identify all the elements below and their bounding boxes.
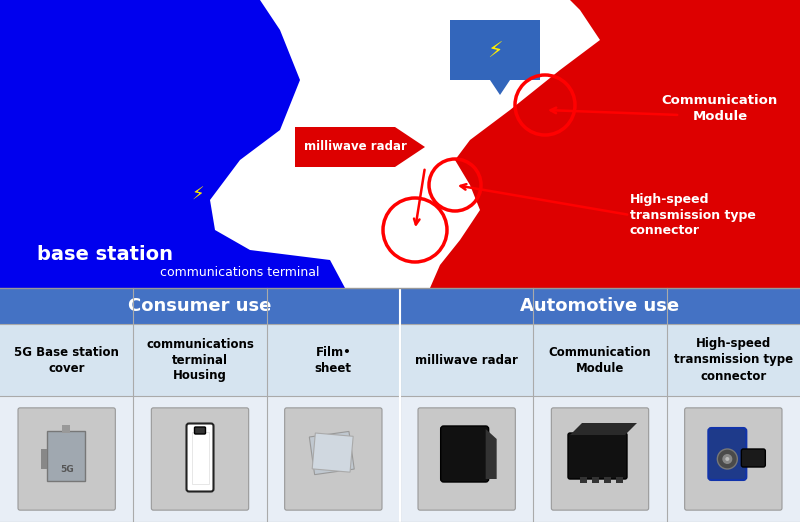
Polygon shape [295,127,425,167]
Text: High-speed
transmission type
connector: High-speed transmission type connector [630,193,756,238]
Polygon shape [570,0,800,180]
Bar [0,288,800,522]
Bar [616,477,623,483]
Text: communications terminal: communications terminal [160,267,320,279]
Bar [580,477,587,483]
Text: ⚡: ⚡ [192,186,204,204]
Bar [312,433,353,472]
Bar [592,477,599,483]
Bar [0,396,800,522]
FancyBboxPatch shape [441,426,489,482]
Bar [0,324,800,396]
Bar [0,0,800,288]
Text: Communication
Module: Communication Module [549,346,651,374]
FancyBboxPatch shape [285,408,382,510]
Text: ⚡: ⚡ [487,42,503,62]
FancyBboxPatch shape [151,408,249,510]
Text: 5G: 5G [60,465,74,473]
FancyBboxPatch shape [418,408,515,510]
Bar [604,477,611,483]
Circle shape [726,457,730,461]
Bar [41,449,46,469]
Text: 5G Base station
cover: 5G Base station cover [14,346,119,374]
Bar [62,425,70,433]
Text: milliwave radar: milliwave radar [303,140,406,153]
Circle shape [722,454,732,464]
FancyBboxPatch shape [194,427,206,434]
FancyBboxPatch shape [685,408,782,510]
Text: Automotive use: Automotive use [521,297,679,315]
Text: communications
terminal
Housing: communications terminal Housing [146,338,254,383]
Text: base station: base station [37,245,173,265]
Bar [400,288,800,324]
Text: milliwave radar: milliwave radar [415,353,518,366]
FancyBboxPatch shape [18,408,115,510]
Circle shape [718,449,738,469]
Text: High-speed
transmission type
connector: High-speed transmission type connector [674,338,793,383]
FancyBboxPatch shape [551,408,649,510]
Polygon shape [0,0,345,288]
Text: Communication
Module: Communication Module [662,93,778,123]
FancyBboxPatch shape [742,449,766,467]
Text: Consumer use: Consumer use [128,297,272,315]
Polygon shape [570,423,637,435]
Polygon shape [430,0,800,288]
Bar [191,432,209,484]
Bar [0,288,400,324]
Polygon shape [450,20,540,95]
FancyBboxPatch shape [186,423,214,492]
Bar [310,432,354,474]
Polygon shape [486,429,497,479]
Bar [46,431,85,481]
FancyBboxPatch shape [568,433,627,479]
FancyBboxPatch shape [708,428,746,480]
Text: Film•
sheet: Film• sheet [315,346,352,374]
